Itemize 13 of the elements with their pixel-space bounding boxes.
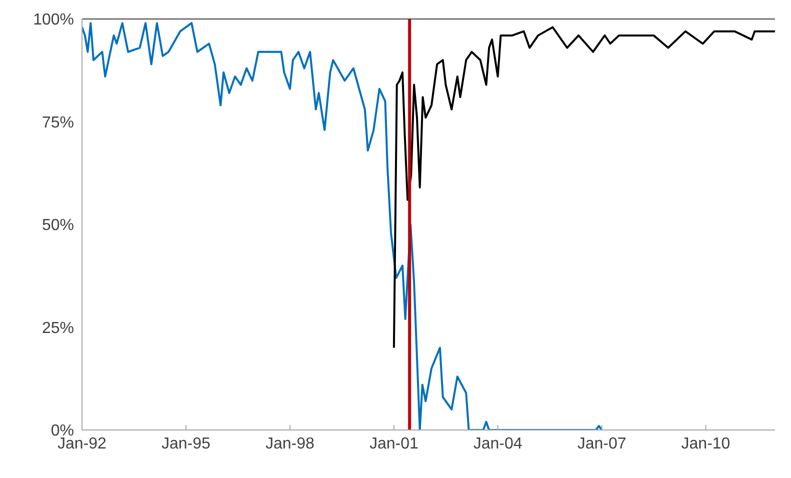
x-tick-label: Jan-10 [681,435,730,452]
x-tick-label: Jan-07 [577,435,626,452]
x-tick-label: Jan-04 [473,435,522,452]
x-tick-label: Jan-01 [369,435,418,452]
line-series [82,22,603,430]
y-tick-label: 50% [42,217,74,234]
y-tick-label: 100% [33,12,74,29]
x-tick-label: Jan-95 [162,435,211,452]
x-tick-label: Jan-98 [265,435,315,452]
line-series [392,26,775,349]
x-tick-label: Jan-92 [58,435,107,452]
y-tick-label: 25% [42,320,74,337]
y-tick-label: 75% [42,114,74,132]
